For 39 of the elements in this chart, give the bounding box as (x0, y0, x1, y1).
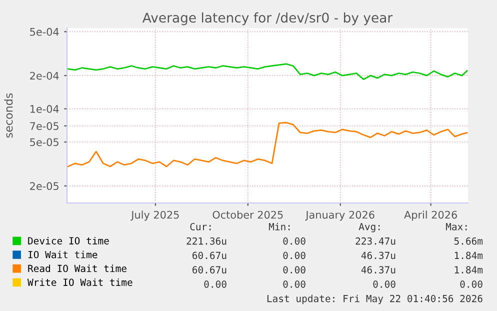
y-tick-label: 2e-05 (30, 182, 58, 190)
text: 0.00 (283, 252, 306, 260)
line-series (67, 63, 468, 80)
text: 0.00 (373, 280, 396, 288)
text: 0.00 (283, 237, 306, 245)
x-tick-label: April 2026 (404, 210, 457, 221)
legend-label: Write IO Wait time (28, 278, 132, 286)
text: 60.67u (192, 252, 226, 260)
text: 5.66m (454, 237, 483, 245)
text: Max: (446, 223, 467, 230)
text: 46.37u (361, 252, 396, 260)
text: Avg: (358, 223, 380, 232)
text: Cur: (190, 223, 211, 230)
y-tick-label: 2e-04 (30, 72, 59, 80)
y-tick-label: 5e-05 (30, 138, 58, 146)
x-tick-label: October 2025 (212, 210, 283, 219)
text: 46.37u (361, 266, 396, 274)
chart-title: Average latency for /dev/sr0 - by year (142, 12, 393, 26)
y-tick-label: 1e-04 (30, 105, 59, 113)
y-axis-title: seconds (4, 93, 13, 138)
text: 221.36u (186, 237, 226, 245)
text: 0.00 (204, 280, 226, 288)
text: 0.00 (283, 266, 306, 274)
legend-label: IO Wait time (28, 250, 98, 258)
text: 0.00 (283, 280, 306, 288)
y-tick-label: 5e-04 (30, 28, 59, 36)
text: 1.84m (454, 252, 483, 260)
text: 223.47u (356, 237, 396, 245)
line-series (67, 122, 468, 168)
text: Last update: Fri May 22 01:40:56 2026 (267, 294, 482, 304)
y-tick-label: 7e-05 (30, 122, 58, 130)
text: 0.00 (460, 280, 482, 288)
legend-label: Device IO time (28, 236, 109, 244)
text: Min: (268, 222, 290, 230)
legend-label: Read IO Wait time (28, 264, 126, 272)
text: 1.84m (454, 266, 483, 274)
x-tick-label: July 2025 (130, 210, 179, 221)
x-tick-label: January 2026 (305, 210, 374, 221)
text: 60.67u (192, 266, 226, 274)
